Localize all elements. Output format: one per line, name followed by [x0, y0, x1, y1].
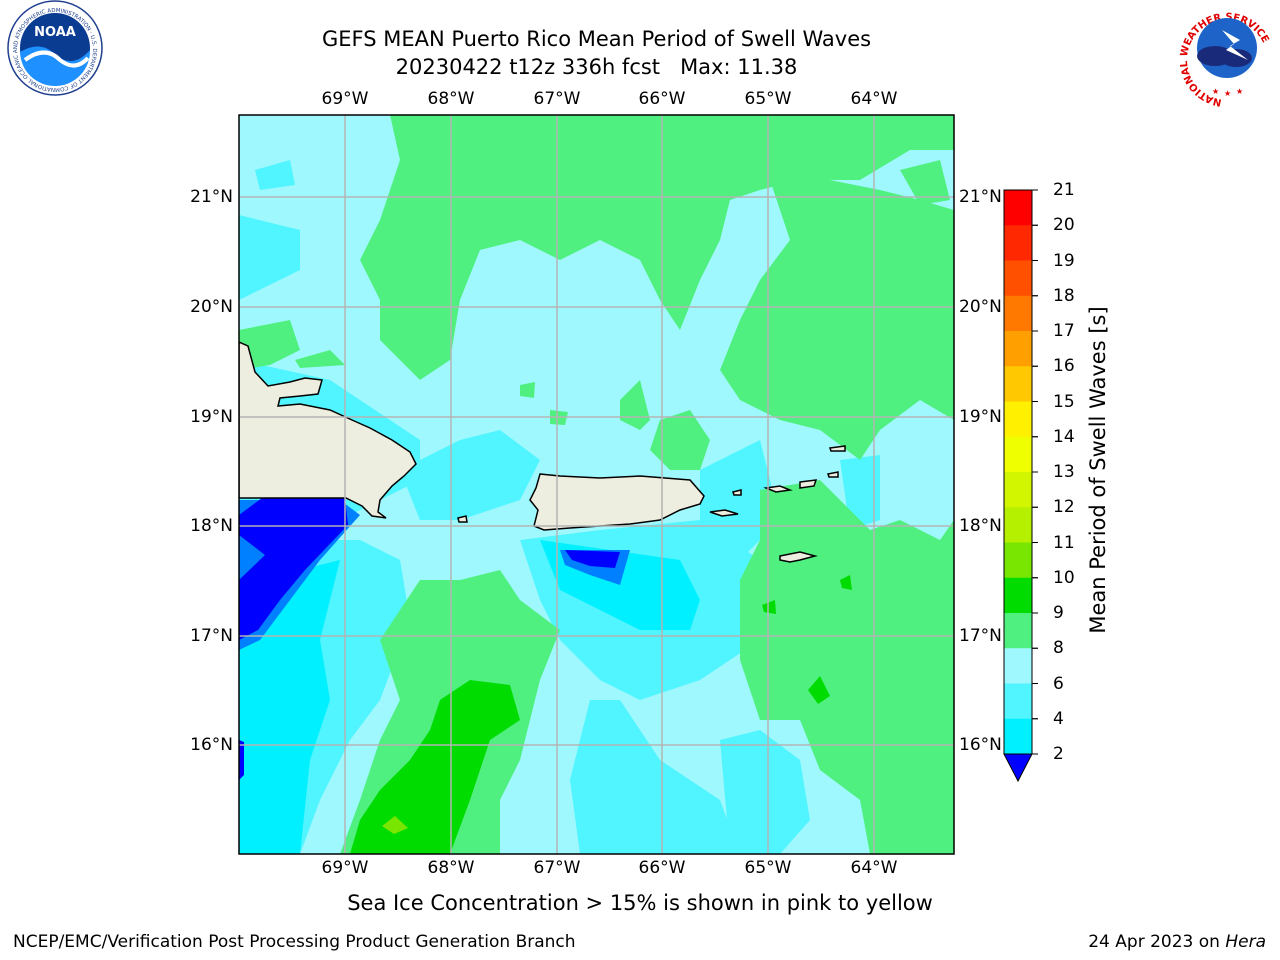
- noaa-logo-text: NOAA: [34, 25, 76, 40]
- nws-logo: NATIONAL WEATHER SERVICE ★ ★ ★: [1179, 2, 1273, 108]
- colorbar-box: [1004, 648, 1032, 684]
- colorbar-box: [1004, 190, 1032, 226]
- footer-branch: NCEP/EMC/Verification Post Processing Pr…: [13, 932, 576, 952]
- colorbar-tick-label: 4: [1053, 708, 1064, 729]
- map-panel: [239, 115, 954, 854]
- colorbar: [1003, 189, 1038, 783]
- colorbar-box: [1004, 613, 1032, 649]
- lon-tick-bottom: 69°W: [321, 858, 369, 878]
- lon-tick-top: 65°W: [744, 89, 792, 109]
- colorbar-box: [1004, 542, 1032, 579]
- colorbar-box: [1004, 331, 1032, 367]
- lat-tick-right: 18°N: [959, 516, 1002, 536]
- lat-tick-right: 19°N: [959, 407, 1002, 427]
- svg-text:★: ★: [1212, 87, 1219, 96]
- chart-title: GEFS MEAN Puerto Rico Mean Period of Swe…: [321, 27, 872, 51]
- lat-tick-left: 16°N: [190, 735, 233, 755]
- lon-tick-top: 67°W: [533, 89, 581, 109]
- contour-10-11: [350, 575, 852, 854]
- lon-tick-bottom: 65°W: [744, 858, 792, 878]
- colorbar-tick-label: 16: [1053, 356, 1075, 377]
- colorbar-tick-label: 18: [1053, 285, 1075, 306]
- graticule: [239, 115, 954, 854]
- lat-tick-left: 18°N: [190, 516, 233, 536]
- svg-text:★: ★: [1224, 89, 1231, 98]
- contour-11-12: [382, 816, 408, 834]
- colorbar-box: [1004, 225, 1032, 261]
- colorbar-box: [1004, 366, 1032, 402]
- chart-subtitle: 20230422 t12z 336h fcst Max: 11.38: [395, 55, 798, 79]
- footer-date-text: 24 Apr 2023 on: [1088, 932, 1226, 952]
- noaa-logo: NATIONAL OCEANIC AND ATMOSPHERIC ADMINIS…: [0, 0, 103, 96]
- colorbar-box: [1004, 436, 1032, 473]
- colorbar-tick-label: 12: [1053, 497, 1075, 518]
- lat-tick-right: 17°N: [959, 626, 1002, 646]
- lon-tick-bottom: 64°W: [850, 858, 898, 878]
- colorbar-tick-label: 8: [1053, 638, 1064, 659]
- colorbar-tick-label: 14: [1053, 426, 1075, 447]
- lon-tick-top: 69°W: [321, 89, 369, 109]
- colorbar-tick-label: 21: [1053, 180, 1075, 200]
- svg-text:★: ★: [1236, 87, 1243, 96]
- map-frame: [238, 114, 955, 855]
- lat-tick-left: 19°N: [190, 407, 233, 427]
- colorbar-box: [1004, 507, 1032, 543]
- lon-tick-bottom: 67°W: [533, 858, 581, 878]
- lat-tick-left: 21°N: [190, 187, 233, 207]
- colorbar-tick-label: 10: [1053, 567, 1075, 588]
- colorbar-box: [1004, 295, 1032, 332]
- colorbar-box: [1004, 683, 1032, 720]
- colorbar-tick-label: 6: [1053, 673, 1064, 694]
- colorbar-box: [1004, 718, 1032, 755]
- colorbar-tick-label: 11: [1053, 532, 1075, 553]
- footer-host: Hera: [1225, 932, 1266, 952]
- lon-tick-top: 64°W: [850, 89, 898, 109]
- lat-tick-left: 20°N: [190, 297, 233, 317]
- lon-tick-top: 68°W: [427, 89, 475, 109]
- lat-tick-left: 17°N: [190, 626, 233, 646]
- footer-date: 24 Apr 2023 on Hera: [1088, 932, 1266, 952]
- colorbar-box: [1004, 401, 1032, 438]
- colorbar-title: Mean Period of Swell Waves [s]: [1086, 306, 1110, 634]
- sea-ice-note: Sea Ice Concentration > 15% is shown in …: [347, 891, 933, 915]
- colorbar-box: [1004, 472, 1032, 508]
- lat-tick-right: 16°N: [959, 735, 1002, 755]
- colorbar-tick-label: 2: [1053, 744, 1064, 764]
- colorbar-tick-label: 15: [1053, 391, 1075, 412]
- colorbar-box: [1004, 577, 1032, 614]
- lat-tick-right: 20°N: [959, 297, 1002, 317]
- lon-tick-bottom: 66°W: [638, 858, 686, 878]
- colorbar-tick-label: 13: [1053, 462, 1075, 482]
- colorbar-tick-label: 20: [1053, 215, 1075, 236]
- colorbar-box: [1004, 260, 1032, 297]
- colorbar-tick-label: 9: [1053, 603, 1064, 623]
- land: [239, 341, 846, 563]
- colorbar-tick-label: 19: [1053, 250, 1075, 271]
- lon-tick-top: 66°W: [638, 89, 686, 109]
- lon-tick-bottom: 68°W: [427, 858, 475, 878]
- colorbar-extend-triangle: [1003, 753, 1033, 783]
- contour-below-2: [239, 498, 620, 780]
- colorbar-tick-label: 17: [1053, 321, 1075, 341]
- lat-tick-right: 21°N: [959, 187, 1002, 207]
